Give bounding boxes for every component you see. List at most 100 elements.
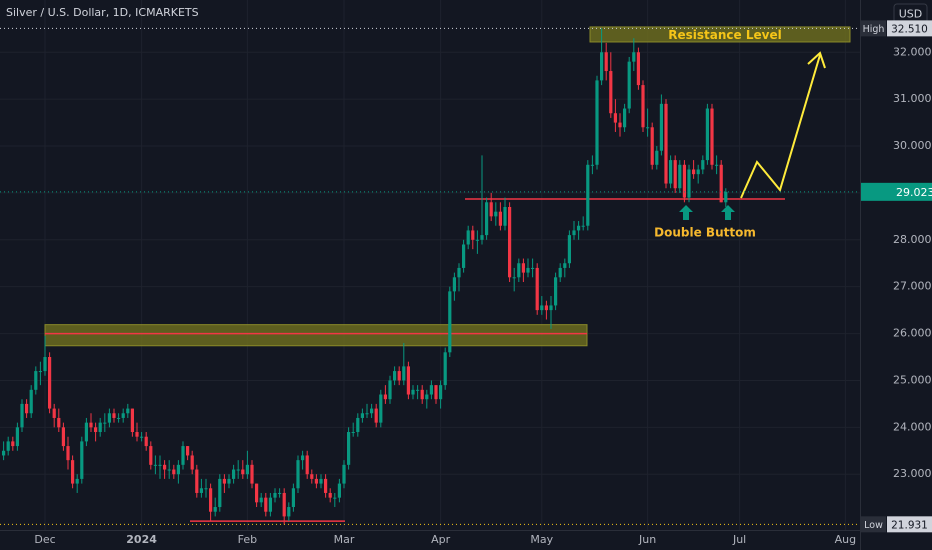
price-name: Low xyxy=(864,520,883,531)
candle-body xyxy=(209,488,213,512)
candle-body xyxy=(337,483,341,498)
last-price-label: 29.023 xyxy=(896,186,932,199)
candle-body xyxy=(186,446,190,456)
y-tick-label: 26.000 xyxy=(893,327,932,340)
candle-body xyxy=(641,85,645,128)
candle-body xyxy=(103,422,107,424)
candle-body xyxy=(623,108,627,128)
candle-body xyxy=(29,389,33,414)
candle-body xyxy=(531,267,535,269)
candle-body xyxy=(480,235,484,240)
candle-body xyxy=(393,371,397,381)
candle-body xyxy=(636,52,640,86)
price-name-box xyxy=(861,516,886,533)
candle-body xyxy=(664,103,668,184)
double-bottom-arrow xyxy=(679,205,693,221)
candle-body xyxy=(494,211,498,217)
resistance-zone xyxy=(589,26,851,43)
candle-body xyxy=(204,488,208,490)
candle-body xyxy=(710,108,714,165)
candle-body xyxy=(701,160,705,170)
candle-body xyxy=(535,267,539,311)
candle-body xyxy=(517,263,521,278)
candle-body xyxy=(324,478,328,493)
candle-body xyxy=(632,52,636,62)
y-tick-label: 24.000 xyxy=(893,420,932,433)
y-tick-label: 23.000 xyxy=(893,467,932,480)
candle-body xyxy=(25,403,29,414)
candle-body xyxy=(558,267,562,278)
grid xyxy=(0,0,860,530)
candle-body xyxy=(360,413,364,418)
candle-body xyxy=(673,160,677,189)
candle-body xyxy=(609,71,613,114)
y-tick-label: 25.000 xyxy=(893,373,932,386)
candles xyxy=(2,28,728,525)
candle-body xyxy=(126,408,130,414)
candle-body xyxy=(181,446,185,465)
candle-body xyxy=(347,432,351,465)
candle-body xyxy=(291,488,295,508)
candle-body xyxy=(107,413,111,423)
candle-body xyxy=(379,394,383,423)
x-tick-label: Jun xyxy=(638,533,656,546)
drawings: Resistance Level Double Buttom xyxy=(44,26,851,522)
candle-body xyxy=(163,464,167,470)
candle-body xyxy=(117,417,121,419)
candle-body xyxy=(462,244,466,268)
x-tick-label: Mar xyxy=(334,533,355,546)
candle-body xyxy=(687,169,691,198)
candle-body xyxy=(199,488,203,493)
x-tick-label: May xyxy=(530,533,553,546)
candle-body xyxy=(498,211,502,226)
candle-body xyxy=(259,497,263,503)
x-tick-label: 2024 xyxy=(126,533,157,546)
overlay xyxy=(0,27,860,525)
candle-body xyxy=(383,394,387,400)
projection-path xyxy=(740,54,821,199)
double-bottom-label: Double Buttom xyxy=(654,226,756,240)
support-zone xyxy=(44,324,588,347)
candle-body xyxy=(406,366,410,395)
x-tick-label: Apr xyxy=(431,533,451,546)
price-value: 21.931 xyxy=(891,519,928,531)
candle-body xyxy=(466,230,470,245)
candle-body xyxy=(627,61,631,109)
candle-body xyxy=(121,413,125,418)
candle-body xyxy=(75,478,79,484)
candle-body xyxy=(190,455,194,470)
candle-body xyxy=(144,436,148,447)
candle-body xyxy=(705,108,709,161)
candle-body xyxy=(218,478,222,508)
currency[interactable]: USD xyxy=(899,8,923,21)
candle-body xyxy=(153,464,157,466)
candle-body xyxy=(655,150,659,165)
candle-body xyxy=(342,464,346,484)
candle-body xyxy=(526,267,530,273)
candle-body xyxy=(227,478,231,484)
price-value-box xyxy=(887,20,932,37)
candle-body xyxy=(411,389,415,395)
candle-body xyxy=(724,191,728,203)
candle-body xyxy=(600,52,604,81)
candle-body xyxy=(130,408,134,433)
candle-body xyxy=(236,469,240,471)
candle-body xyxy=(471,230,475,240)
candle-body xyxy=(563,263,567,268)
candle-body xyxy=(443,352,447,386)
projection-arrowhead xyxy=(807,51,826,69)
candle-body xyxy=(416,389,420,391)
price-value: 32.510 xyxy=(891,23,928,35)
candle-body xyxy=(333,497,337,499)
candle-body xyxy=(149,446,153,465)
resistance-label: Resistance Level xyxy=(668,28,781,42)
candle-body xyxy=(402,366,406,381)
candle-body xyxy=(374,408,378,423)
candle-body xyxy=(241,469,245,475)
candle-body xyxy=(43,357,47,372)
candle-body xyxy=(52,408,56,418)
candle-body xyxy=(57,417,61,428)
candle-body xyxy=(572,230,576,236)
candle-body xyxy=(425,394,429,400)
